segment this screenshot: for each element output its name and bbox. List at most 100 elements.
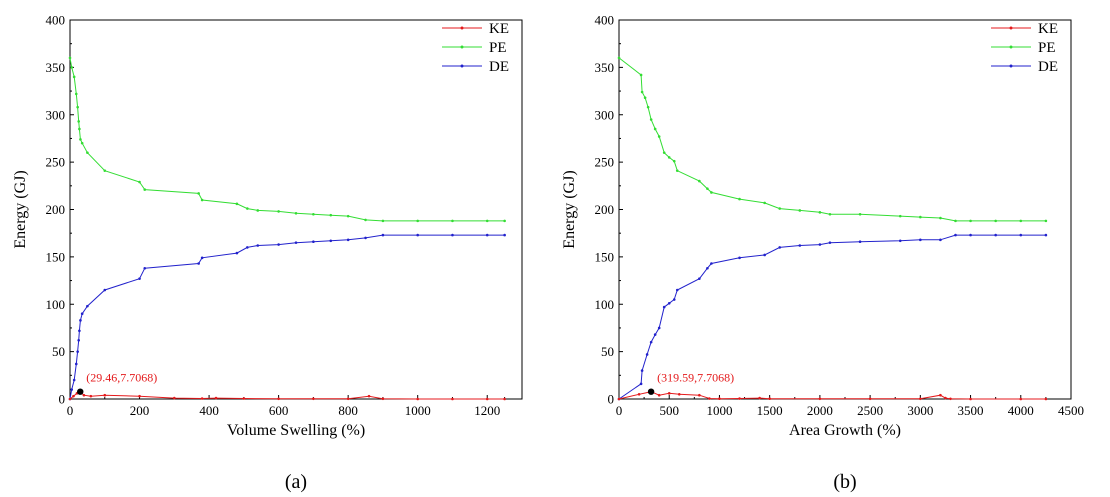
data-point-ke bbox=[969, 397, 972, 401]
data-point-ke bbox=[381, 397, 385, 401]
data-point-de bbox=[1044, 233, 1048, 237]
data-point-pe bbox=[256, 209, 260, 212]
data-point-pe bbox=[86, 151, 89, 154]
data-point-de bbox=[346, 238, 350, 242]
series-line-pe bbox=[618, 57, 1046, 222]
y-tick-label: 350 bbox=[46, 60, 66, 75]
data-point-ke bbox=[758, 396, 761, 400]
series-line-ke bbox=[618, 391, 1046, 400]
y-tick-label: 50 bbox=[52, 344, 65, 359]
data-point-de bbox=[277, 243, 280, 246]
data-point-ke bbox=[103, 393, 107, 397]
data-point-de bbox=[294, 241, 298, 244]
legend-marker-ke bbox=[1009, 26, 1013, 30]
data-point-pe bbox=[818, 211, 822, 214]
data-point-de bbox=[103, 288, 107, 292]
series-line-ke bbox=[69, 391, 505, 400]
data-point-pe bbox=[143, 188, 147, 191]
data-point-pe bbox=[503, 219, 506, 223]
data-point-de bbox=[143, 266, 147, 270]
data-point-de bbox=[235, 251, 239, 255]
data-point-pe bbox=[828, 212, 832, 216]
data-point-pe bbox=[312, 212, 315, 216]
data-point-de bbox=[639, 382, 643, 386]
data-point-pe bbox=[235, 202, 239, 206]
data-point-pe bbox=[667, 156, 671, 159]
data-point-de bbox=[86, 304, 89, 308]
data-point-de bbox=[778, 246, 782, 249]
data-point-de bbox=[200, 256, 204, 260]
data-point-pe bbox=[416, 219, 419, 223]
data-point-de bbox=[70, 388, 74, 391]
data-point-pe bbox=[698, 179, 701, 183]
data-point-pe bbox=[346, 214, 350, 218]
data-point-de bbox=[416, 233, 419, 237]
annotation-marker bbox=[647, 388, 655, 395]
x-tick-label: 600 bbox=[269, 403, 289, 418]
data-point-pe bbox=[710, 191, 713, 194]
x-axis-label: Area Growth (%) bbox=[789, 422, 901, 439]
data-point-pe bbox=[78, 127, 81, 131]
data-point-de bbox=[969, 233, 972, 237]
data-point-pe bbox=[74, 92, 78, 96]
data-point-pe bbox=[653, 127, 657, 131]
data-point-pe bbox=[662, 151, 666, 154]
data-point-de bbox=[657, 326, 661, 330]
annotation-label: (319.59,7.7068) bbox=[657, 371, 734, 385]
x-tick-label: 2000 bbox=[807, 403, 833, 418]
data-point-de bbox=[256, 244, 260, 247]
data-point-de bbox=[675, 288, 679, 292]
data-point-de bbox=[667, 302, 671, 305]
data-point-ke bbox=[657, 393, 661, 397]
data-point-ke bbox=[82, 393, 86, 397]
data-point-ke bbox=[416, 397, 419, 401]
data-point-pe bbox=[364, 218, 367, 222]
data-point-pe bbox=[798, 209, 802, 212]
data-point-de bbox=[653, 333, 657, 336]
data-point-pe bbox=[643, 96, 647, 99]
data-point-pe bbox=[77, 120, 80, 123]
data-point-pe bbox=[76, 105, 79, 109]
x-tick-label: 1000 bbox=[405, 403, 431, 418]
legend-marker-ke bbox=[460, 26, 464, 30]
y-tick-label: 200 bbox=[46, 202, 66, 217]
data-point-de bbox=[672, 298, 676, 301]
data-point-pe bbox=[381, 219, 385, 223]
data-point-de bbox=[80, 312, 84, 316]
data-point-ke bbox=[89, 394, 93, 398]
y-tick-label: 100 bbox=[46, 297, 66, 312]
data-point-de bbox=[364, 236, 367, 240]
data-point-de bbox=[763, 253, 766, 257]
data-point-de bbox=[858, 240, 862, 244]
data-point-de bbox=[698, 277, 701, 280]
data-point-de bbox=[898, 239, 902, 243]
legend: KE PE DE bbox=[991, 21, 1058, 75]
data-point-de bbox=[818, 243, 822, 246]
data-point-ke bbox=[818, 397, 822, 401]
data-point-pe bbox=[640, 90, 644, 94]
legend-marker-pe bbox=[460, 45, 464, 49]
data-point-pe bbox=[277, 210, 280, 213]
data-point-de bbox=[76, 350, 79, 353]
data-point-ke bbox=[173, 396, 176, 400]
x-tick-label: 400 bbox=[199, 403, 219, 418]
data-point-ke bbox=[708, 397, 711, 400]
data-point-pe bbox=[994, 219, 997, 223]
data-point-de bbox=[485, 233, 489, 237]
y-tick-label: 200 bbox=[595, 202, 615, 217]
data-point-de bbox=[72, 378, 76, 382]
data-point-pe bbox=[939, 216, 942, 220]
y-tick-label: 150 bbox=[46, 249, 66, 264]
data-point-de bbox=[828, 241, 832, 244]
data-point-ke bbox=[1019, 397, 1023, 401]
data-point-de bbox=[197, 262, 200, 265]
data-point-pe bbox=[329, 213, 333, 217]
data-point-ke bbox=[72, 394, 75, 398]
x-tick-label: 1500 bbox=[757, 403, 783, 418]
x-tick-label: 3500 bbox=[958, 403, 984, 418]
data-point-pe bbox=[1019, 219, 1023, 223]
legend-label-ke: KE bbox=[489, 21, 509, 37]
data-point-pe bbox=[738, 197, 741, 201]
x-tick-label: 800 bbox=[338, 403, 358, 418]
